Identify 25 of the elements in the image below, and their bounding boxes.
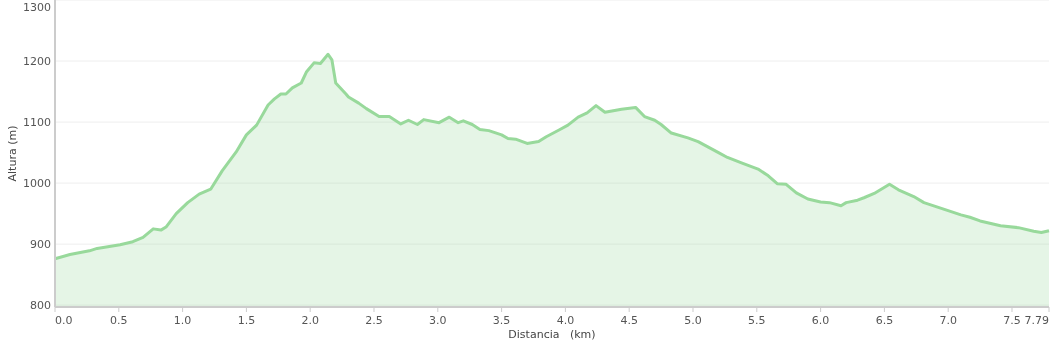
x-tick-label: 0.5 (110, 314, 128, 327)
x-tick-label: 2.5 (365, 314, 383, 327)
x-tick-label: 7.0 (939, 314, 957, 327)
x-tick-label: 1.5 (237, 314, 256, 327)
x-tick-label: 7.79 (1024, 314, 1049, 327)
y-tick-label: 1100 (23, 116, 51, 130)
y-tick-label: 1300 (23, 1, 51, 14)
y-tick-label: 1200 (23, 55, 51, 69)
x-tick-label: 6.5 (875, 314, 894, 327)
x-tick-label: 4.0 (556, 314, 575, 327)
y-tick-label: 800 (30, 299, 51, 313)
x-tick-label: 3.5 (492, 314, 511, 327)
x-tick-label: 5.5 (748, 314, 766, 327)
x-tick-label: 2.0 (301, 314, 319, 327)
y-tick-label: 900 (30, 238, 51, 252)
x-tick-label: 5.0 (684, 314, 702, 327)
x-tick-label: 6.0 (811, 314, 830, 327)
x-tick-label: 4.5 (620, 314, 638, 327)
x-tick-label: 1.0 (173, 314, 192, 327)
x-tick-label: 0.0 (55, 314, 73, 327)
y-axis-title: Altura (m) (6, 125, 19, 182)
x-axis-title: Distancia (km) (508, 328, 596, 341)
y-tick-label: 1000 (23, 177, 51, 191)
x-tick-label: 7.5 (1003, 314, 1021, 327)
x-tick-label: 3.0 (429, 314, 447, 327)
